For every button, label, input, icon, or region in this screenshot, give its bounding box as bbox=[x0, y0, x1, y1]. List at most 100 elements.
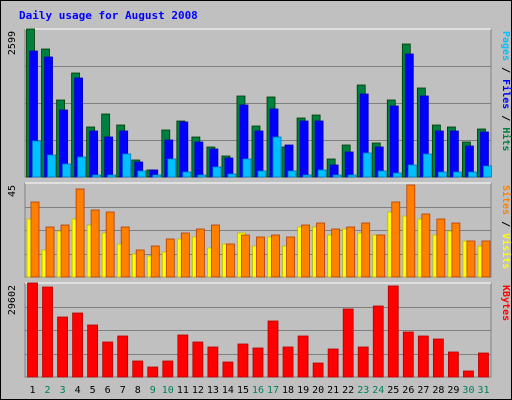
kbytes-panel-bar-kbytes-day-22 bbox=[342, 308, 354, 378]
visits-panel-bar-sites-day-29 bbox=[451, 222, 461, 278]
kbytes-panel-bar-kbytes-day-3 bbox=[57, 316, 68, 378]
hits-panel-series-label: Pages / Files / Hits bbox=[500, 31, 511, 151]
day-label-29: 29 bbox=[447, 385, 459, 396]
day-label-3: 3 bbox=[60, 385, 66, 396]
kbytes-panel-bar-kbytes-day-18 bbox=[282, 346, 294, 378]
hits-panel-bar-pages-day-25 bbox=[392, 172, 402, 178]
hits-panel-bar-pages-day-28 bbox=[437, 171, 447, 178]
day-label-24: 24 bbox=[372, 385, 384, 396]
visits-panel-bar-sites-day-17 bbox=[271, 234, 280, 278]
kbytes-panel-bar-kbytes-day-23 bbox=[357, 346, 369, 378]
hits-panel-bar-pages-day-7 bbox=[122, 153, 132, 178]
visits-panel-bar-sites-day-20 bbox=[316, 222, 326, 278]
kbytes-panel-bar-kbytes-day-13 bbox=[207, 346, 219, 378]
hits-panel-label-files: Files bbox=[500, 79, 511, 109]
kbytes-panel-bar-kbytes-day-19 bbox=[297, 335, 309, 378]
hits-panel-bar-pages-day-21 bbox=[332, 174, 342, 178]
kbytes-panel-bar-kbytes-day-31 bbox=[478, 352, 489, 378]
kbytes-panel-bar-kbytes-day-24 bbox=[372, 305, 384, 378]
visits-panel-bar-sites-day-8 bbox=[135, 249, 145, 278]
visits-panel-bar-sites-day-31 bbox=[481, 240, 491, 278]
hits-panel-bar-pages-day-30 bbox=[468, 171, 477, 178]
visits-panel-bar-sites-day-6 bbox=[105, 211, 115, 278]
visits-panel-bar-sites-day-1 bbox=[30, 201, 40, 278]
kbytes-panel-label-kbytes: KBytes bbox=[500, 285, 511, 321]
hits-panel-bar-pages-day-18 bbox=[287, 170, 297, 178]
hits-panel-bar-pages-day-11 bbox=[182, 171, 192, 178]
hits-files-pages-panel: 2599 Pages / Files / Hits bbox=[7, 28, 511, 178]
visits-panel-bar-sites-day-10 bbox=[165, 238, 175, 278]
day-label-19: 19 bbox=[297, 385, 309, 396]
day-label-7: 7 bbox=[120, 385, 126, 396]
day-label-14: 14 bbox=[222, 385, 234, 396]
visits-panel-bar-sites-day-7 bbox=[120, 226, 130, 278]
hits-panel-bar-files-day-5 bbox=[89, 130, 99, 178]
kbytes-panel-bar-kbytes-day-6 bbox=[102, 341, 114, 378]
hits-panel-bar-pages-day-1 bbox=[32, 140, 41, 178]
hits-panel-bar-pages-day-22 bbox=[347, 174, 357, 178]
kbytes-panel-bar-kbytes-day-27 bbox=[417, 335, 429, 378]
hits-panel-y-max-label: 2599 bbox=[7, 31, 18, 55]
day-label-21: 21 bbox=[327, 385, 339, 396]
kbytes-panel-bar-kbytes-day-8 bbox=[132, 360, 144, 378]
visits-panel-label-visits: Visits bbox=[500, 233, 511, 269]
day-label-5: 5 bbox=[90, 385, 96, 396]
kbytes-panel-bar-kbytes-day-10 bbox=[162, 360, 174, 378]
visits-panel-bar-sites-day-27 bbox=[421, 213, 431, 278]
kbytes-panel-bar-kbytes-day-28 bbox=[432, 338, 444, 378]
visits-panel-bar-sites-day-3 bbox=[60, 224, 70, 278]
day-label-11: 11 bbox=[177, 385, 189, 396]
hits-panel-bar-pages-day-9 bbox=[152, 174, 162, 178]
hits-panel-bar-pages-day-10 bbox=[167, 158, 177, 178]
day-label-9: 9 bbox=[150, 385, 156, 396]
hits-panel-separator: / bbox=[500, 61, 511, 79]
visits-panel-bar-sites-day-24 bbox=[376, 234, 386, 278]
day-label-28: 28 bbox=[432, 385, 444, 396]
hits-panel-bar-pages-day-31 bbox=[483, 165, 492, 178]
hits-panel-bar-pages-day-5 bbox=[92, 174, 102, 178]
hits-panel-bar-files-day-26 bbox=[404, 53, 414, 178]
visits-panel-bar-sites-day-28 bbox=[436, 218, 446, 278]
visits-panel-series-label: Sites / Visits bbox=[500, 185, 511, 269]
kbytes-panel-bar-kbytes-day-26 bbox=[402, 331, 414, 378]
kbytes-panel-bar-kbytes-day-7 bbox=[117, 335, 129, 378]
visits-panel-label-sites: Sites bbox=[500, 185, 511, 215]
kbytes-panel: 29602 KBytes bbox=[7, 282, 511, 378]
hits-panel-bar-pages-day-13 bbox=[212, 166, 222, 178]
kbytes-panel-bar-kbytes-day-12 bbox=[192, 341, 204, 378]
hits-panel-bar-pages-day-12 bbox=[197, 174, 207, 178]
hits-panel-bar-files-day-11 bbox=[179, 121, 189, 178]
hits-panel-bar-files-day-16 bbox=[254, 130, 264, 178]
day-label-31: 31 bbox=[477, 385, 489, 396]
visits-panel-bar-sites-day-14 bbox=[226, 243, 235, 278]
hits-panel-bar-pages-day-19 bbox=[302, 174, 312, 178]
kbytes-panel-series-label: KBytes bbox=[500, 285, 511, 321]
visits-panel-bar-sites-day-12 bbox=[195, 228, 205, 278]
hits-panel-bar-files-day-22 bbox=[344, 151, 354, 178]
day-label-27: 27 bbox=[417, 385, 429, 396]
hits-panel-bar-pages-day-17 bbox=[272, 136, 282, 178]
kbytes-panel-bar-kbytes-day-29 bbox=[448, 351, 459, 378]
hits-panel-bar-pages-day-26 bbox=[407, 164, 417, 178]
visits-panel-bar-sites-day-23 bbox=[361, 222, 371, 278]
kbytes-panel-bar-kbytes-day-17 bbox=[267, 320, 279, 378]
visits-panel-bar-sites-day-30 bbox=[466, 240, 476, 278]
visits-panel-bar-sites-day-5 bbox=[90, 209, 100, 278]
kbytes-panel-bar-kbytes-day-2 bbox=[42, 286, 53, 378]
hits-panel-bar-pages-day-2 bbox=[47, 154, 56, 178]
visits-panel-bar-sites-day-21 bbox=[331, 228, 341, 278]
day-label-2: 2 bbox=[45, 385, 51, 396]
kbytes-panel-bar-kbytes-day-16 bbox=[252, 347, 264, 378]
visits-panel-bar-sites-day-13 bbox=[210, 224, 220, 278]
kbytes-panel-bar-kbytes-day-11 bbox=[177, 334, 189, 378]
day-label-26: 26 bbox=[402, 385, 414, 396]
hits-panel-bar-files-day-6 bbox=[104, 136, 114, 178]
day-label-15: 15 bbox=[237, 385, 249, 396]
hits-panel-separator: / bbox=[500, 109, 511, 127]
kbytes-panel-bar-kbytes-day-21 bbox=[327, 348, 339, 378]
visits-panel-bar-sites-day-15 bbox=[241, 234, 250, 278]
visits-panel-bar-sites-day-4 bbox=[75, 188, 85, 278]
visits-panel-bar-sites-day-18 bbox=[286, 236, 295, 278]
